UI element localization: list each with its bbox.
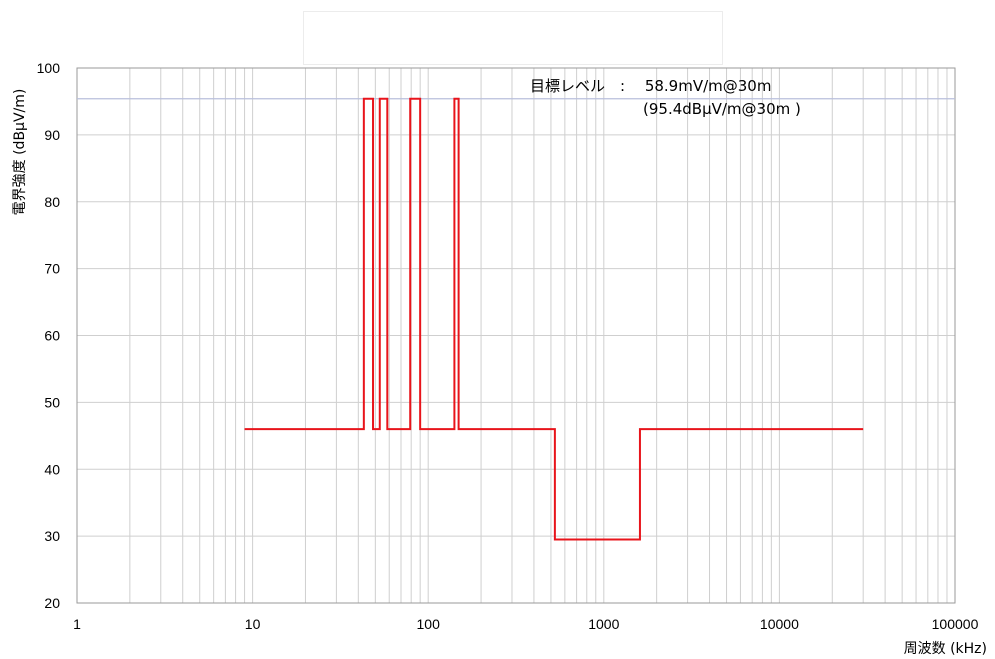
y-tick-label: 100 — [37, 60, 61, 76]
chart-title-box — [303, 11, 723, 65]
x-tick-label: 100 — [417, 616, 441, 632]
y-axis-title: 電界強度 (dBμV/m) — [12, 89, 28, 216]
x-tick-label: 100000 — [932, 616, 979, 632]
plot-area-border — [76, 67, 956, 604]
series-line — [244, 97, 864, 541]
y-tick-label: 70 — [44, 261, 60, 277]
x-tick-label: 1000 — [588, 616, 619, 632]
y-tick-label: 40 — [44, 461, 60, 477]
y-tick-label: 60 — [44, 328, 60, 344]
annotation-line1: 目標レベル : 58.9mV/m@30m — [530, 77, 771, 95]
y-tick-label: 50 — [44, 394, 60, 410]
y-tick-label: 80 — [44, 194, 60, 210]
y-tick-label: 30 — [44, 528, 60, 544]
x-tick-label: 10 — [245, 616, 261, 632]
grid — [77, 68, 955, 603]
y-tick-label: 20 — [44, 595, 60, 611]
y-tick-label: 90 — [44, 127, 60, 143]
x-tick-label: 10000 — [760, 616, 799, 632]
x-axis-title: 周波数 (kHz) — [904, 641, 987, 657]
series-group — [244, 97, 864, 541]
x-tick-label: 1 — [73, 616, 81, 632]
annotation-line2: (95.4dBμV/m@30m ) — [643, 100, 801, 118]
